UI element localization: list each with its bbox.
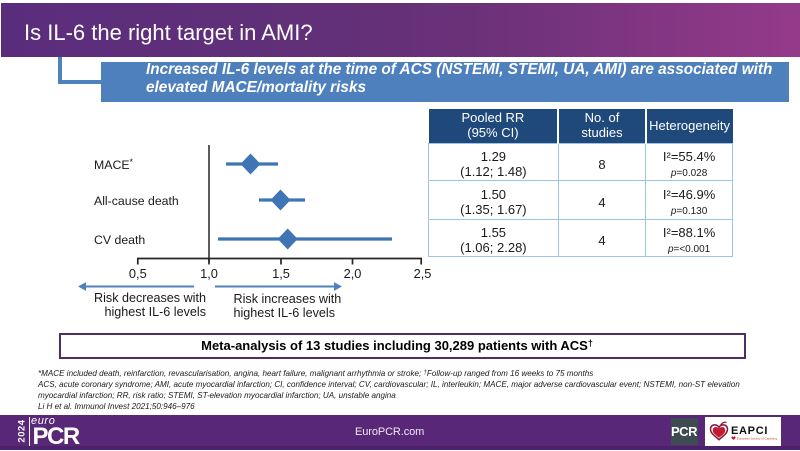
svg-text:2,5: 2,5 — [414, 266, 432, 281]
svg-text:0,5: 0,5 — [129, 266, 147, 281]
svg-text:1,0: 1,0 — [200, 266, 218, 281]
svg-text:2,0: 2,0 — [344, 266, 362, 281]
svg-text:1,5: 1,5 — [272, 266, 290, 281]
svg-text:European Society of Cardiology: European Society of Cardiology — [737, 437, 777, 441]
